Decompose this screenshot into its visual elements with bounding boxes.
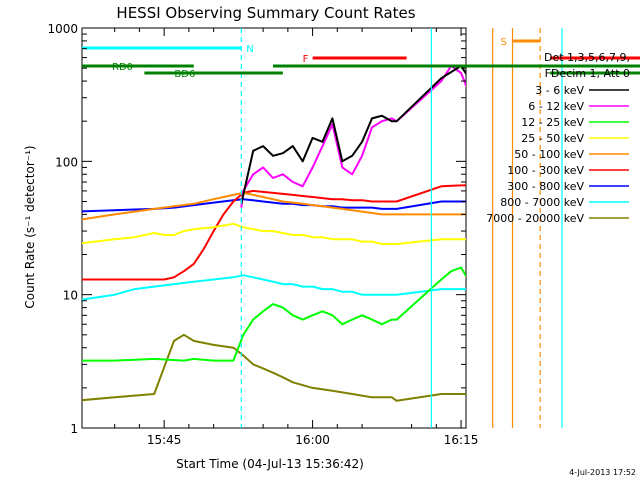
legend-header-line-1: Det 1,3,5,6,7,9, — [544, 51, 630, 64]
series-line-12-25-kev — [82, 266, 466, 362]
series-line-25-50-kev — [82, 222, 466, 245]
legend-header-line-2: FDecim 1, Att 0 — [545, 67, 630, 80]
x-tick-label-15-45: 15:45 — [147, 433, 182, 447]
legend-label-100-300-kev: 100 - 300 keV — [507, 164, 584, 177]
series-line-7000-20000-kev — [82, 333, 466, 402]
plot-area: N S F RD0 BD6 15:45 16:00 16:15 1 10 100 1000 — [47, 22, 640, 447]
legend-label-800-7000-kev: 800 - 7000 keV — [500, 196, 584, 209]
flag-layer: N S F RD0 BD6 — [82, 37, 640, 80]
legend-label-25-50-kev: 25 - 50 keV — [521, 132, 584, 145]
y-tick-label-1000: 1000 — [47, 22, 78, 36]
chart-title: HESSI Observing Summary Count Rates — [116, 4, 415, 22]
flag-label-bd6: BD6 — [174, 69, 195, 80]
series-line-300-800-kev — [82, 198, 466, 213]
series-line-100-300-kev — [82, 184, 466, 281]
series-line-800-7000-kev — [82, 274, 466, 301]
series-line-3-6-kev — [240, 64, 466, 205]
x-tick-label-16-00: 16:00 — [295, 433, 330, 447]
series-layer — [82, 64, 466, 402]
legend-label-6-12-kev: 6 - 12 keV — [528, 100, 584, 113]
flag-label-rd0: RD0 — [112, 62, 133, 73]
y-tick-label-10: 10 — [63, 289, 78, 303]
series-line-6-12-kev — [240, 64, 466, 208]
legend: Det 1,3,5,6,7,9, FDecim 1, Att 0 3 - 6 k… — [486, 51, 630, 225]
flag-label-n: N — [246, 44, 253, 55]
legend-label-3-6-kev: 3 - 6 keV — [535, 84, 584, 97]
legend-label-12-25-kev: 12 - 25 keV — [521, 116, 584, 129]
flag-label-s: S — [501, 37, 507, 48]
legend-entries: 3 - 6 keV 6 - 12 keV 12 - 25 keV 25 - 50 ke… — [486, 84, 629, 225]
legend-label-300-800-kev: 300 - 800 keV — [507, 180, 584, 193]
y-tick-label-100: 100 — [55, 155, 78, 169]
footer-timestamp: 4-Jul-2013 17:52 — [569, 468, 636, 477]
plot-frame — [81, 27, 467, 429]
marker-layer — [240, 28, 563, 428]
x-axis-label: Start Time (04-Jul-13 15:36:42) — [176, 457, 364, 471]
legend-label-7000-20000-kev: 7000 - 20000 keV — [486, 212, 584, 225]
x-tick-label-16-15: 16:15 — [444, 433, 479, 447]
flag-label-f: F — [303, 54, 309, 65]
series-line-50-100-kev — [82, 191, 466, 221]
y-axis-label: Count Rate (s⁻¹ detector⁻¹) — [23, 145, 37, 308]
legend-label-50-100-kev: 50 - 100 keV — [514, 148, 584, 161]
tick-layer: 15:45 16:00 16:15 1 10 100 1000 — [47, 22, 478, 447]
y-tick-label-1: 1 — [70, 422, 78, 436]
